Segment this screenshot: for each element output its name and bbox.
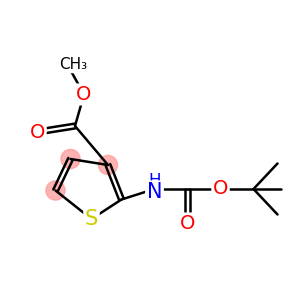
Text: O: O <box>180 214 195 233</box>
Text: O: O <box>213 179 228 199</box>
Circle shape <box>61 149 80 169</box>
Text: S: S <box>85 209 98 229</box>
Circle shape <box>46 181 65 200</box>
Text: H: H <box>148 172 161 190</box>
Text: O: O <box>30 122 45 142</box>
Text: N: N <box>147 182 162 202</box>
Text: O: O <box>76 85 92 104</box>
Circle shape <box>98 155 118 175</box>
Text: CH₃: CH₃ <box>59 57 88 72</box>
